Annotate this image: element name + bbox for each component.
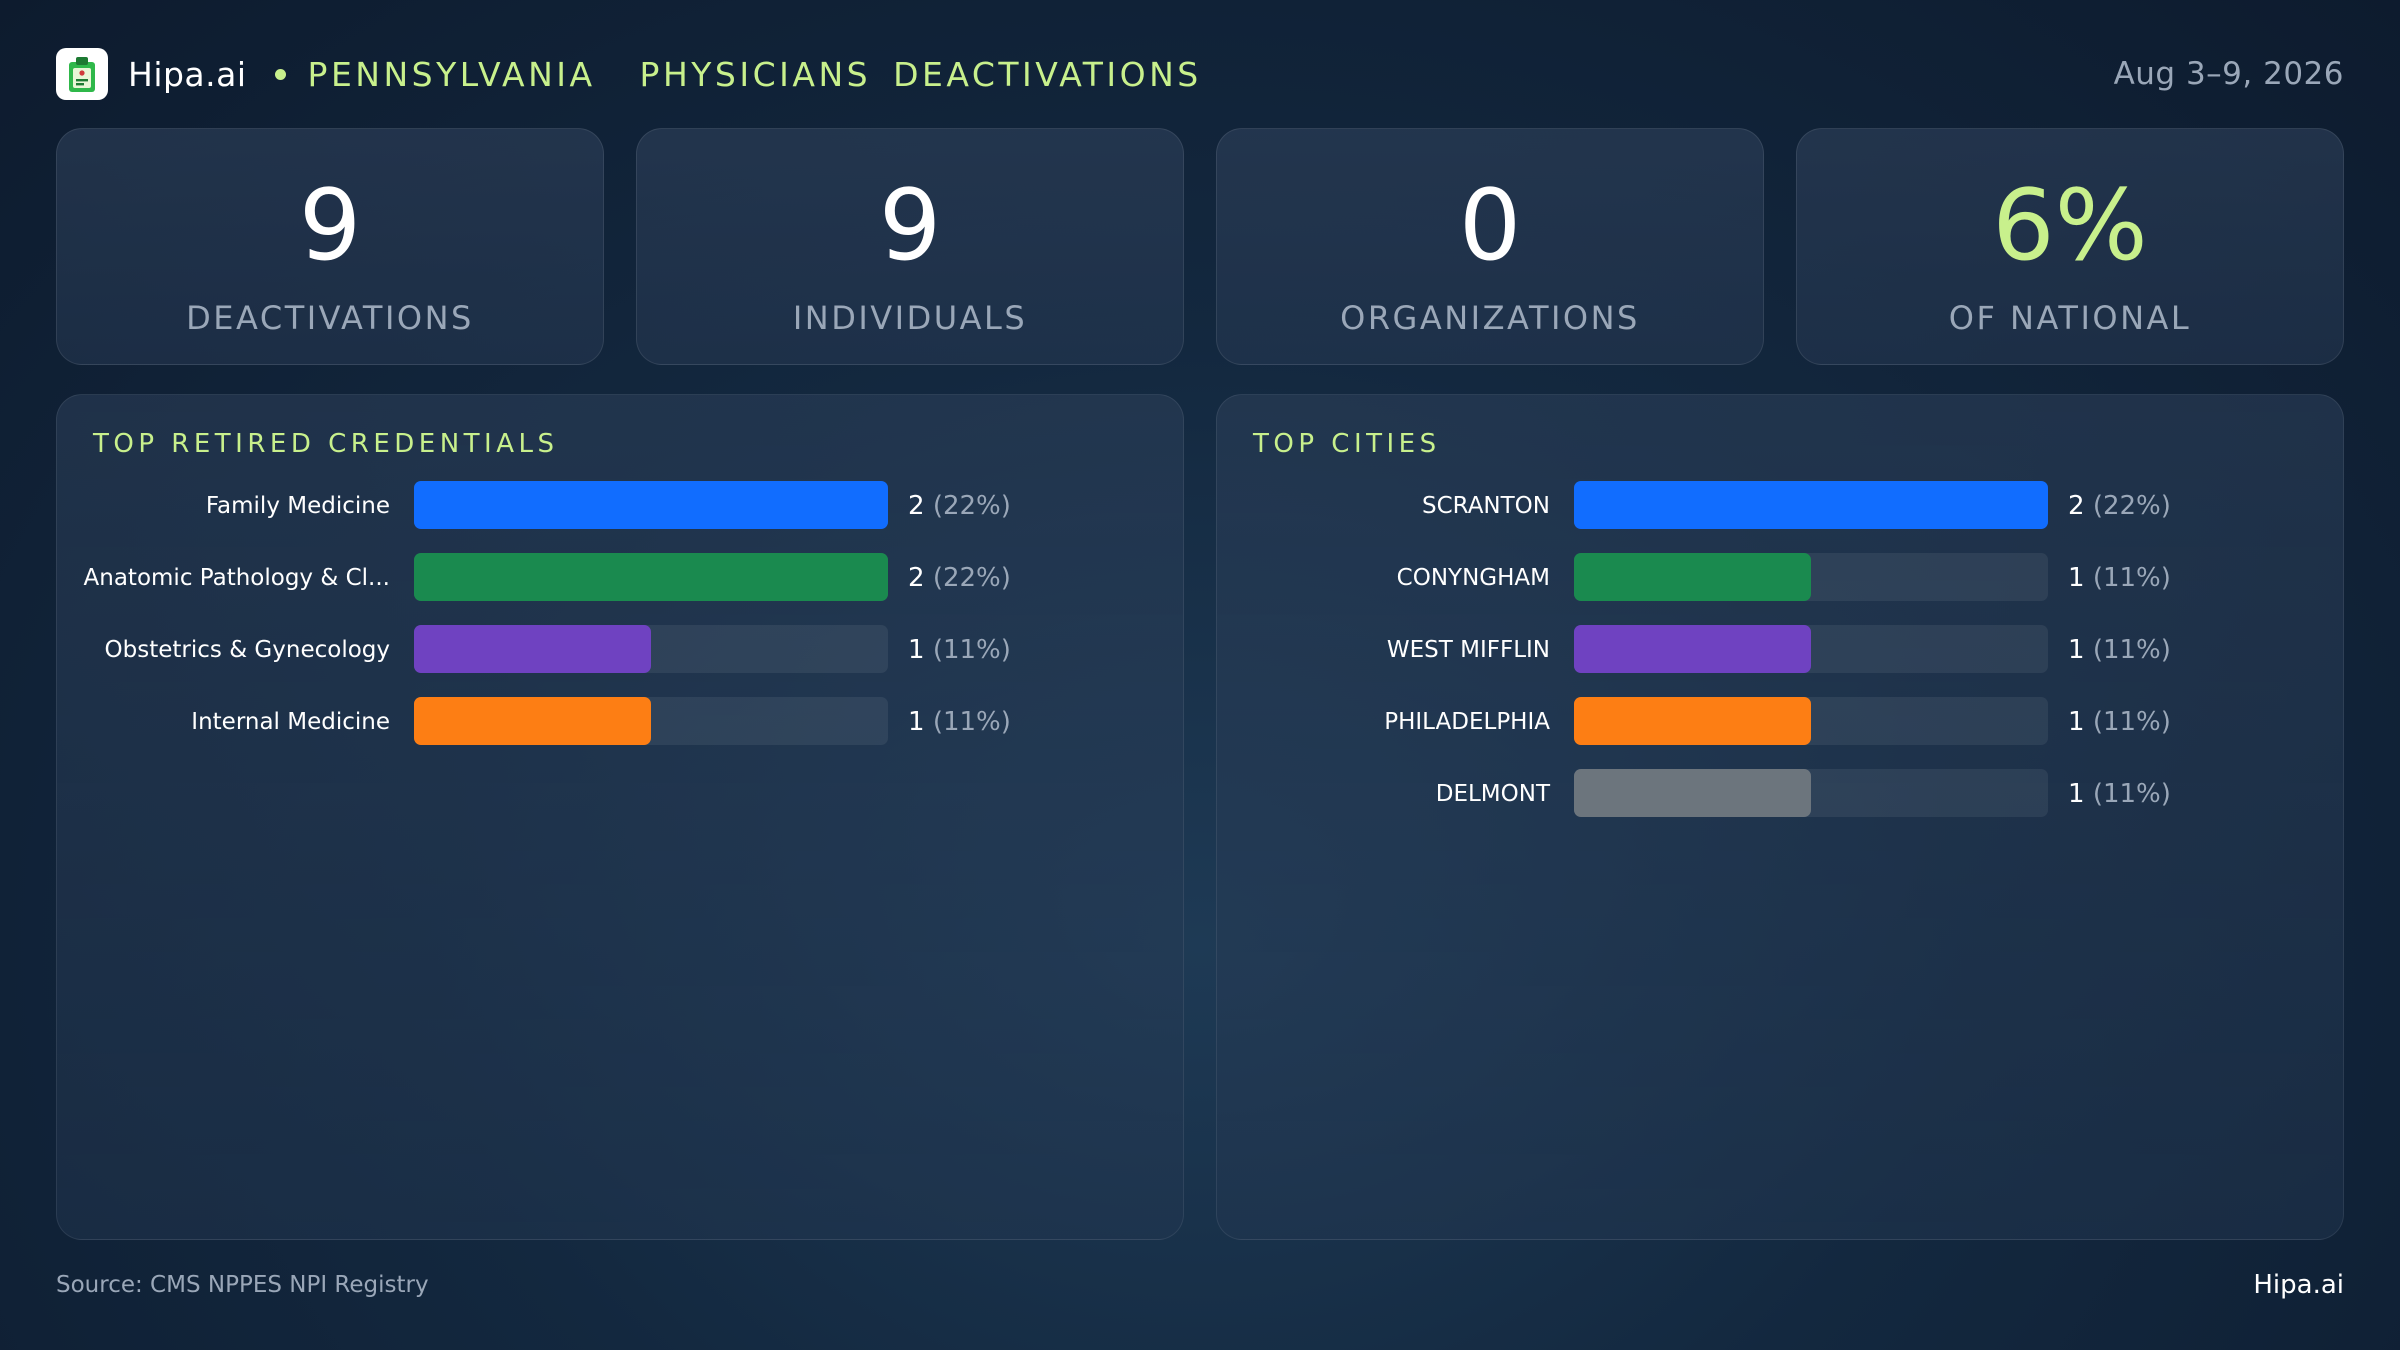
bar — [1574, 697, 1811, 745]
cities-bar-chart: SCRANTON 2 (22%) CONYNGHAM 1 (11%) WEST MIFF… — [1384, 481, 2171, 817]
category-label: Anatomic Pathology & Cl... — [84, 565, 390, 591]
category-label: Obstetrics & Gynecology — [105, 637, 390, 663]
kpi-value: 9 — [298, 169, 362, 283]
kpi-row: 9 DEACTIVATIONS 9 INDIVIDUALS 0 ORGANIZA… — [56, 128, 2344, 365]
category-label: SCRANTON — [1422, 493, 1550, 519]
bar-value-label: 1 (11%) — [908, 707, 1011, 737]
panel-top-cities: TOP CITIES SCRANTON 2 (22%) CONYNGHAM 1 (11… — [1216, 394, 2344, 1240]
bar-value-label: 1 (11%) — [2068, 635, 2171, 665]
bar — [414, 625, 651, 673]
brand-name: Hipa.ai — [128, 54, 247, 94]
date-range: Aug 3–9, 2026 — [2113, 56, 2344, 92]
separator-dot — [274, 68, 286, 80]
kpi-card-organizations: 0 ORGANIZATIONS — [1216, 128, 1764, 365]
bar-value-label: 1 (11%) — [2068, 707, 2171, 737]
header: Hipa.ai PENNSYLVANIA PHYSICIANS DEACTIVA… — [56, 46, 2344, 102]
kpi-card-of-national: 6% OF NATIONAL — [1796, 128, 2344, 365]
footer-brand: Hipa.ai — [2253, 1270, 2344, 1300]
bar-value-label: 1 (11%) — [2068, 563, 2171, 593]
category-label: DELMONT — [1436, 781, 1551, 807]
bar-value-label: 1 (11%) — [2068, 779, 2171, 809]
bar — [1574, 553, 1811, 601]
chart-title: TOP RETIRED CREDENTIALS — [93, 429, 559, 459]
kpi-label: ORGANIZATIONS — [1340, 299, 1640, 337]
credentials-bar-chart: Family Medicine 2 (22%) Anatomic Pathology… — [84, 481, 1011, 745]
panel-top-credentials: TOP RETIRED CREDENTIALS Family Medicine 2… — [56, 394, 1184, 1240]
kpi-label: DEACTIVATIONS — [186, 299, 474, 337]
bar — [1574, 769, 1811, 817]
bar — [1574, 625, 1811, 673]
category-label: PHILADELPHIA — [1384, 709, 1550, 735]
bar — [1574, 481, 2048, 529]
kpi-value: 0 — [1458, 169, 1522, 283]
kpi-value: 6% — [1992, 169, 2148, 283]
bar-value-label: 1 (11%) — [908, 635, 1011, 665]
bar-value-label: 2 (22%) — [908, 491, 1011, 521]
kpi-label: OF NATIONAL — [1948, 299, 2192, 337]
bar — [414, 697, 651, 745]
bar-value-label: 2 (22%) — [2068, 491, 2171, 521]
category-label: CONYNGHAM — [1397, 565, 1550, 591]
category-label: Internal Medicine — [191, 709, 390, 735]
bar — [414, 553, 888, 601]
source-note: Source: CMS NPPES NPI Registry — [56, 1272, 429, 1298]
kpi-label: INDIVIDUALS — [792, 299, 1028, 337]
category-label: WEST MIFFLIN — [1387, 637, 1550, 663]
chart-title: TOP CITIES — [1253, 429, 1441, 459]
page-title: PENNSYLVANIA PHYSICIANS DEACTIVATIONS — [307, 54, 1202, 94]
bar — [414, 481, 888, 529]
category-label: Family Medicine — [206, 493, 390, 519]
bar-value-label: 2 (22%) — [908, 563, 1011, 593]
kpi-card-deactivations: 9 DEACTIVATIONS — [56, 128, 604, 365]
kpi-value: 9 — [878, 169, 942, 283]
kpi-card-individuals: 9 INDIVIDUALS — [636, 128, 1184, 365]
clipboard-logo-icon — [56, 48, 108, 100]
